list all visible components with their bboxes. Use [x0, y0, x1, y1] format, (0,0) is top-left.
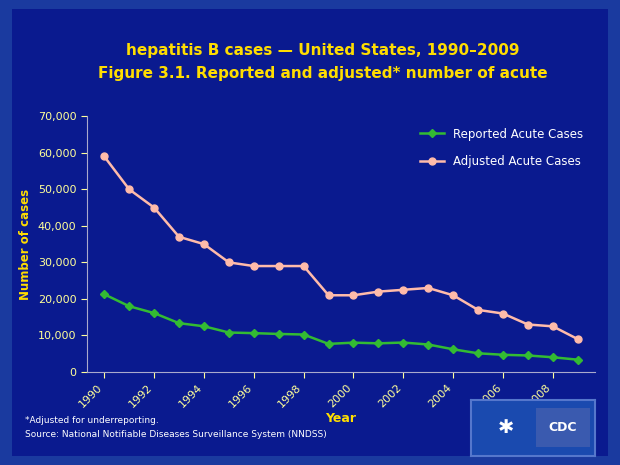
- Text: Source: National Notifiable Diseases Surveillance System (NNDSS): Source: National Notifiable Diseases Sur…: [25, 431, 327, 439]
- Y-axis label: Number of cases: Number of cases: [19, 189, 32, 299]
- Text: ✱: ✱: [498, 418, 514, 437]
- Text: Figure 3.1. Reported and adjusted* number of acute: Figure 3.1. Reported and adjusted* numbe…: [97, 66, 547, 81]
- Text: hepatitis B cases — United States, 1990–2009: hepatitis B cases — United States, 1990–…: [126, 43, 519, 58]
- X-axis label: Year: Year: [326, 412, 356, 425]
- Text: *Adjusted for underreporting.: *Adjusted for underreporting.: [25, 417, 159, 425]
- Legend: Reported Acute Cases, Adjusted Acute Cases: Reported Acute Cases, Adjusted Acute Cas…: [414, 122, 589, 174]
